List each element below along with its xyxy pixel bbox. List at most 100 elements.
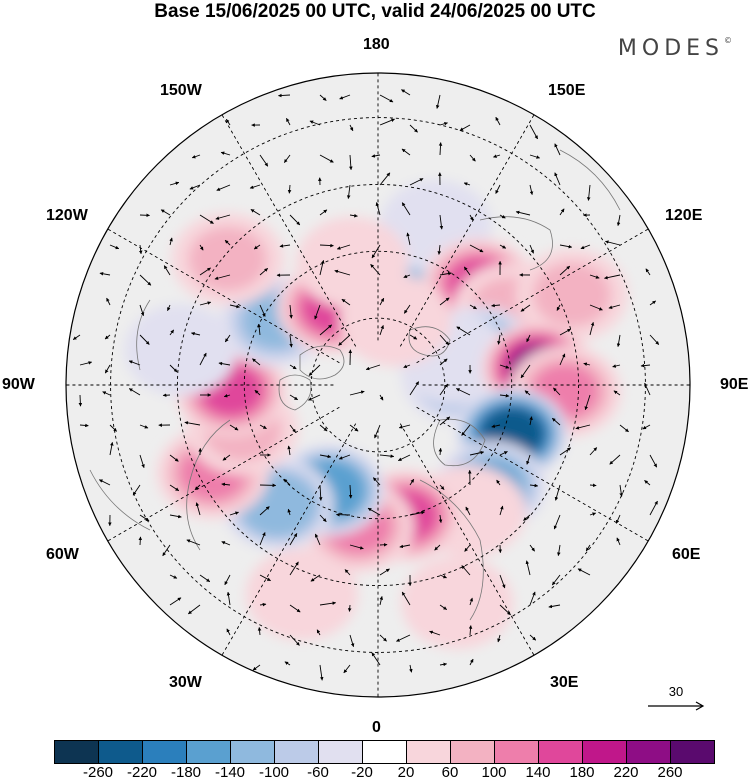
wind-arrow <box>552 417 561 426</box>
wind-arrow <box>224 334 231 343</box>
wind-arrow <box>554 484 561 501</box>
wind-arrow <box>379 172 391 186</box>
wind-arrow <box>289 214 301 226</box>
wind-arrow <box>79 361 93 366</box>
wind-arrow <box>349 634 355 648</box>
meridian-line <box>221 423 357 656</box>
wind-arrow <box>524 390 531 396</box>
wind-arrow <box>379 94 394 103</box>
wind-arrow <box>379 596 384 606</box>
lon-label-150w: 150W <box>160 82 202 99</box>
wind-arrow <box>169 514 182 519</box>
wind-arrow <box>287 445 291 456</box>
wind-arrow <box>199 214 214 224</box>
wind-arrow <box>645 268 651 276</box>
wind-arrow <box>586 184 591 201</box>
wind-arrow <box>456 326 471 336</box>
wind-arrow <box>379 568 390 576</box>
wind-arrow <box>138 244 143 255</box>
wind-arrow <box>109 244 120 250</box>
wind-arrow <box>409 178 424 186</box>
wind-arrow <box>469 304 477 310</box>
wind-arrow <box>649 454 658 468</box>
wind-arrow <box>553 387 561 396</box>
wind-arrow <box>401 202 411 216</box>
colorbar-tick-label: 220 <box>613 764 639 781</box>
wind-arrow <box>644 382 651 396</box>
wind-arrow <box>613 390 621 396</box>
wind-arrow <box>338 334 351 346</box>
lon-label-0: 0 <box>372 719 381 736</box>
wind-arrow <box>619 424 629 433</box>
wind-arrow <box>439 297 450 306</box>
wind-arrow <box>548 604 561 609</box>
wind-arrow <box>279 244 291 248</box>
wind-arrow <box>139 304 145 317</box>
wind-arrow <box>371 244 381 259</box>
wind-arrow <box>139 274 152 286</box>
wind-arrow <box>104 364 111 374</box>
wind-arrow <box>439 484 445 490</box>
wind-arrow <box>214 274 231 280</box>
wind-arrow <box>529 124 538 140</box>
wind-arrow <box>439 383 449 396</box>
wind-arrow <box>612 364 621 368</box>
wind-arrow <box>616 214 621 227</box>
wind-arrow <box>199 574 211 583</box>
wind-arrow <box>434 544 441 551</box>
wind-arrow <box>222 454 231 461</box>
wind-arrow <box>608 304 621 309</box>
wind-arrow <box>469 597 473 606</box>
wind-arrow <box>526 334 531 343</box>
wind-arrow <box>529 244 534 254</box>
wind-arrow <box>401 89 411 96</box>
colorbar-swatch <box>627 741 671 763</box>
wind-arrow <box>642 424 651 430</box>
wind-arrow <box>409 478 415 486</box>
wind-arrow <box>464 544 471 552</box>
wind-arrow <box>257 627 262 636</box>
wind-arrow <box>195 502 201 516</box>
colorbar-tick-label: 20 <box>397 764 415 781</box>
wind-arrow <box>220 151 231 156</box>
wind-arrow <box>461 565 471 576</box>
wind-arrow <box>319 454 332 459</box>
wind-arrow <box>278 93 291 98</box>
wind-arrow <box>349 154 353 171</box>
colorbar-tick-label: 100 <box>481 764 507 781</box>
wind-arrow <box>319 94 327 101</box>
wind-arrow <box>459 124 471 131</box>
wind-arrow <box>310 574 321 582</box>
colorbar-tick-label: -140 <box>214 764 246 781</box>
wind-arrow <box>163 265 171 276</box>
wind-arrow <box>559 265 571 276</box>
wind-arrow <box>289 424 296 433</box>
wind-arrow <box>557 544 561 557</box>
wind-arrow <box>336 244 351 250</box>
wind-arrow <box>106 297 111 306</box>
coastlines <box>89 149 621 621</box>
wind-arrow <box>439 121 448 126</box>
wind-arrow <box>341 298 351 306</box>
wind-arrow <box>98 479 111 486</box>
wind-arrow <box>644 480 651 486</box>
colorbar-tick-label: 140 <box>525 764 551 781</box>
wind-arrow <box>284 661 291 666</box>
colorbar-swatch <box>407 741 451 763</box>
wind-arrow <box>379 118 395 126</box>
wind-arrow <box>259 424 267 430</box>
lon-label-90e: 90E <box>720 376 749 393</box>
wind-arrow <box>649 300 656 306</box>
wind-arrow <box>314 304 321 320</box>
wind-arrow <box>529 154 541 159</box>
wind-arrow <box>338 454 351 460</box>
wind-arrow <box>438 447 443 456</box>
meridian-line <box>416 228 649 364</box>
wind-arrow <box>554 143 561 156</box>
wind-arrow <box>367 507 381 516</box>
wind-arrow <box>346 184 351 199</box>
wind-arrow <box>78 394 83 407</box>
wind-arrow <box>551 574 561 586</box>
colorbar-swatch <box>671 741 714 763</box>
wind-arrow <box>109 441 114 456</box>
